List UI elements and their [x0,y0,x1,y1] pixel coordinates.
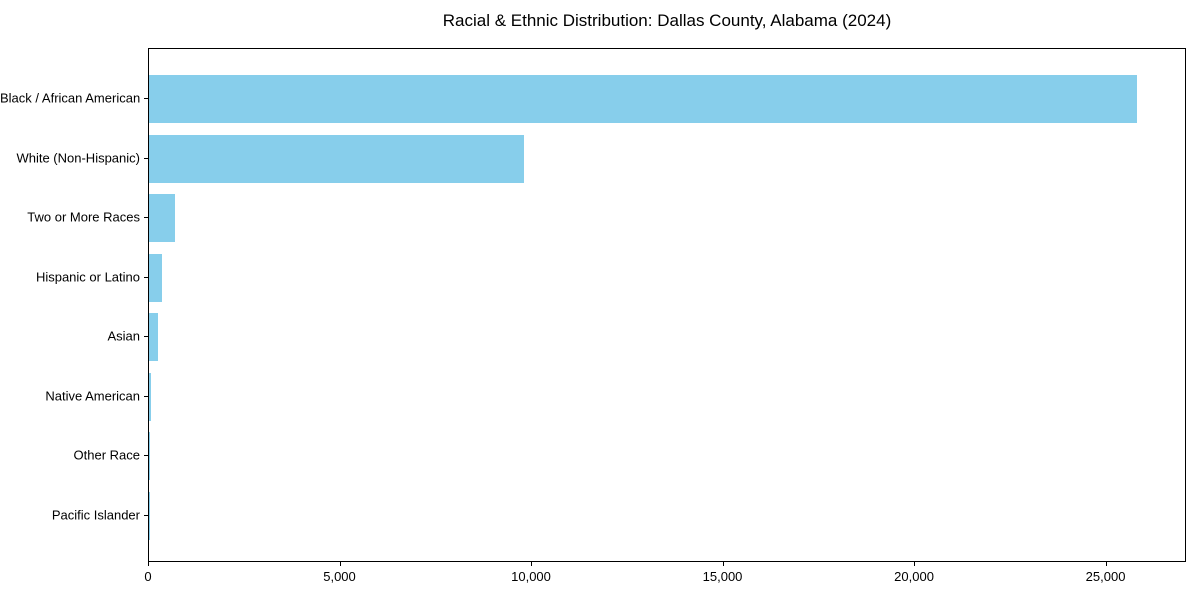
x-tick [1105,562,1107,566]
x-tick-label: 5,000 [323,569,356,584]
x-tick [531,562,533,566]
x-tick-label: 20,000 [894,569,934,584]
y-tick [144,217,148,218]
y-axis-label: Hispanic or Latino [35,269,140,284]
y-tick [144,98,148,99]
x-tick-label: 10,000 [511,569,551,584]
bar [149,194,176,242]
y-axis-label: Other Race [73,447,140,463]
y-axis-label: Native American [45,388,140,403]
x-tick [148,562,149,566]
bar [149,313,158,361]
y-axis-label: White (Non-Hispanic) [16,150,140,165]
x-tick [914,562,916,566]
y-tick [144,455,148,456]
bar [149,253,163,302]
y-axis-label: Asian [107,328,140,344]
bar [149,432,151,480]
y-tick [144,514,148,516]
x-tick-label: 0 [144,569,152,584]
x-tick-label: 15,000 [702,569,743,584]
y-tick [144,395,148,397]
y-axis-label: Two or More Races [27,209,140,225]
y-tick [144,157,148,159]
x-tick-label: 25,000 [1085,569,1126,584]
bar [149,372,151,421]
y-tick [144,336,148,337]
x-tick [722,562,724,566]
y-axis-label: Black / African American [0,90,141,106]
y-tick [144,276,148,278]
chart-title: Racial & Ethnic Distribution: Dallas Cou… [442,11,892,30]
bar [149,75,1138,123]
y-axis-label: Pacific Islander [51,507,140,522]
plot-area [148,48,1186,562]
bar [149,134,525,183]
x-tick [339,562,341,566]
